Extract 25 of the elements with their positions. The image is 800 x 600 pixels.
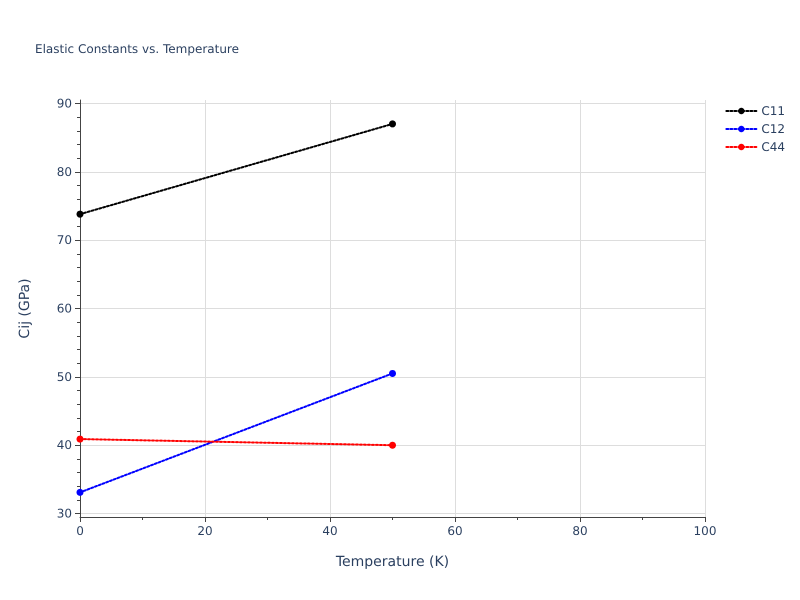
y-tick-label: 60: [56, 302, 72, 316]
chart-title: Elastic Constants vs. Temperature: [35, 42, 239, 56]
point: [76, 488, 84, 496]
point: [76, 210, 84, 218]
legend-label: C11: [761, 104, 786, 118]
point: [389, 370, 396, 377]
legend-label: C44: [761, 140, 786, 154]
legend-label: C12: [761, 122, 786, 136]
y-axis-title: Cij (GPa): [17, 278, 33, 339]
y-tick-label: 80: [56, 164, 72, 179]
y-tick-label: 70: [56, 233, 72, 248]
point: [389, 442, 396, 449]
x-tick-label: 0: [76, 524, 84, 538]
x-tick-label: 40: [322, 524, 338, 538]
y-tick-label: 50: [56, 370, 72, 384]
x-tick-label: 20: [197, 524, 213, 538]
point: [76, 436, 84, 443]
x-tick-label: 60: [447, 524, 463, 538]
point: [389, 120, 396, 128]
x-tick-label: 80: [572, 524, 588, 538]
x-axis-title: Temperature (K): [334, 554, 450, 570]
y-tick-label: 30: [56, 506, 72, 521]
y-tick-label: 90: [56, 96, 72, 110]
y-tick-label: 40: [56, 438, 72, 452]
x-tick-label: 100: [694, 524, 716, 538]
